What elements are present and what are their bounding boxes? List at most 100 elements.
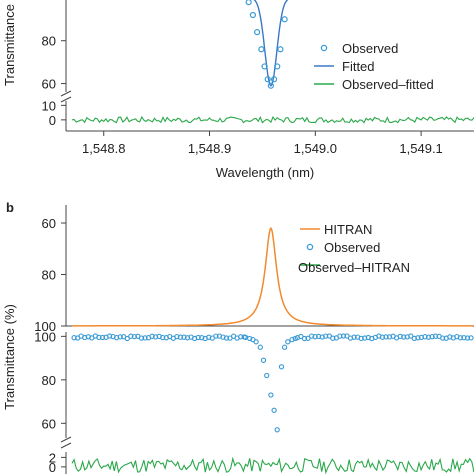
observed-point <box>177 334 184 340</box>
observed-point <box>258 46 265 53</box>
y-tick-label: 80 <box>42 373 56 388</box>
panel-a-legend: Observed Fitted Observed–fitted <box>314 41 434 92</box>
y-tick-label: 100 <box>34 329 56 344</box>
panel-b-middle-y-ticks: 100 80 60 <box>34 329 66 431</box>
residual-line <box>71 115 474 124</box>
y-tick-label: 0 <box>49 460 56 474</box>
hitran-line <box>72 226 474 327</box>
observed-point <box>340 333 347 339</box>
panel-a-ylabel: Transmittance <box>2 4 17 86</box>
y-tick-label: 10 <box>42 98 56 113</box>
observed-point <box>245 0 252 6</box>
observed-point <box>461 335 467 341</box>
panel-b-observed-series <box>71 333 474 433</box>
observed-point <box>308 333 315 339</box>
observed-point <box>181 334 187 340</box>
panel-b-letter: b <box>6 200 14 215</box>
y-tick-label: 60 <box>42 416 56 431</box>
observed-point <box>415 335 421 341</box>
observed-point <box>301 335 308 342</box>
observed-point <box>247 335 253 342</box>
y-tick-label: 60 <box>42 77 56 92</box>
observed-point <box>199 335 205 341</box>
observed-point <box>124 335 130 342</box>
observed-point <box>96 334 102 341</box>
observed-point <box>117 334 123 340</box>
panel-a-x-ticks: 1,548.8 1,548.9 1,549.0 1,549.1 <box>82 131 443 156</box>
observed-point <box>312 334 318 340</box>
observed-point <box>292 335 298 342</box>
observed-point <box>468 335 474 341</box>
observed-point <box>351 334 357 340</box>
observed-point <box>337 333 343 339</box>
legend-fitted-label: Fitted <box>342 59 375 74</box>
observed-point <box>383 334 389 340</box>
observed-point <box>270 76 278 83</box>
panel-b-axis-break <box>60 436 72 449</box>
panel-a-fitted-series <box>253 0 289 87</box>
observed-point <box>432 333 439 339</box>
observed-point <box>149 333 155 339</box>
x-tick-label: 1,549.0 <box>294 141 337 156</box>
panel-b-residual-y-ticks: 20 <box>49 450 66 474</box>
observed-point <box>264 372 270 379</box>
observed-point <box>277 46 284 53</box>
observed-point <box>323 333 329 339</box>
observed-point <box>278 364 285 370</box>
legend-observed-label: Observed <box>342 41 398 56</box>
observed-point <box>206 334 212 340</box>
panel-a-upper-y-ticks: 80 60 <box>42 34 66 92</box>
observed-point <box>274 63 281 70</box>
observed-point <box>397 333 403 340</box>
legend-hitran-label: HITRAN <box>324 222 372 237</box>
fitted-line <box>253 0 289 87</box>
y-tick-label: 0 <box>49 113 56 128</box>
observed-point <box>305 335 311 341</box>
y-tick-label: 2 <box>49 450 56 465</box>
observed-point <box>213 333 219 339</box>
observed-point <box>254 29 261 36</box>
observed-point <box>271 407 277 413</box>
observed-point <box>142 335 148 341</box>
observed-point <box>260 357 267 363</box>
observed-point <box>261 63 268 70</box>
panel-b-hitran-series <box>72 226 474 327</box>
panel-b: b 60 80 100 100 80 60 20 Transmittance (%) H… <box>2 200 474 474</box>
observed-point <box>289 336 295 343</box>
legend-observed-hitran-label: Observed–HITRAN <box>298 260 410 275</box>
x-tick-label: 1,549.1 <box>399 141 442 156</box>
y-tick-label: 80 <box>42 268 56 283</box>
observed-point <box>223 335 230 341</box>
observed-point <box>379 334 386 340</box>
observed-point <box>464 335 471 341</box>
observed-point <box>71 335 77 341</box>
observed-point <box>99 334 106 341</box>
y-tick-label: 80 <box>42 34 56 49</box>
observed-point <box>238 334 244 340</box>
observed-point <box>138 335 145 341</box>
observed-point <box>401 334 407 340</box>
observed-point <box>330 335 336 341</box>
observed-point <box>422 334 428 340</box>
panel-b-ylabel: Transmittance (%) <box>2 304 17 410</box>
observed-point <box>152 334 159 340</box>
legend-observed-b-label: Observed <box>324 240 380 255</box>
panel-a-residual-y-ticks: 100 <box>42 98 66 128</box>
observed-point <box>281 344 288 350</box>
observed-point <box>195 334 201 341</box>
observed-point <box>249 11 256 19</box>
observed-point <box>160 334 166 341</box>
panel-b-legend: HITRAN Observed Observed–HITRAN <box>298 222 410 275</box>
observed-point <box>425 334 432 340</box>
legend-observed-marker <box>320 44 328 52</box>
x-tick-label: 1,548.8 <box>82 141 125 156</box>
observed-point <box>267 82 274 89</box>
observed-point <box>257 344 263 350</box>
legend-observed-b-marker <box>306 243 314 251</box>
observed-point <box>131 333 138 340</box>
observed-point <box>274 427 280 433</box>
panel-a-observed-series <box>245 0 288 89</box>
panel-b-upper-y-ticks: 60 80 100 <box>34 216 66 334</box>
observed-point <box>268 392 274 398</box>
